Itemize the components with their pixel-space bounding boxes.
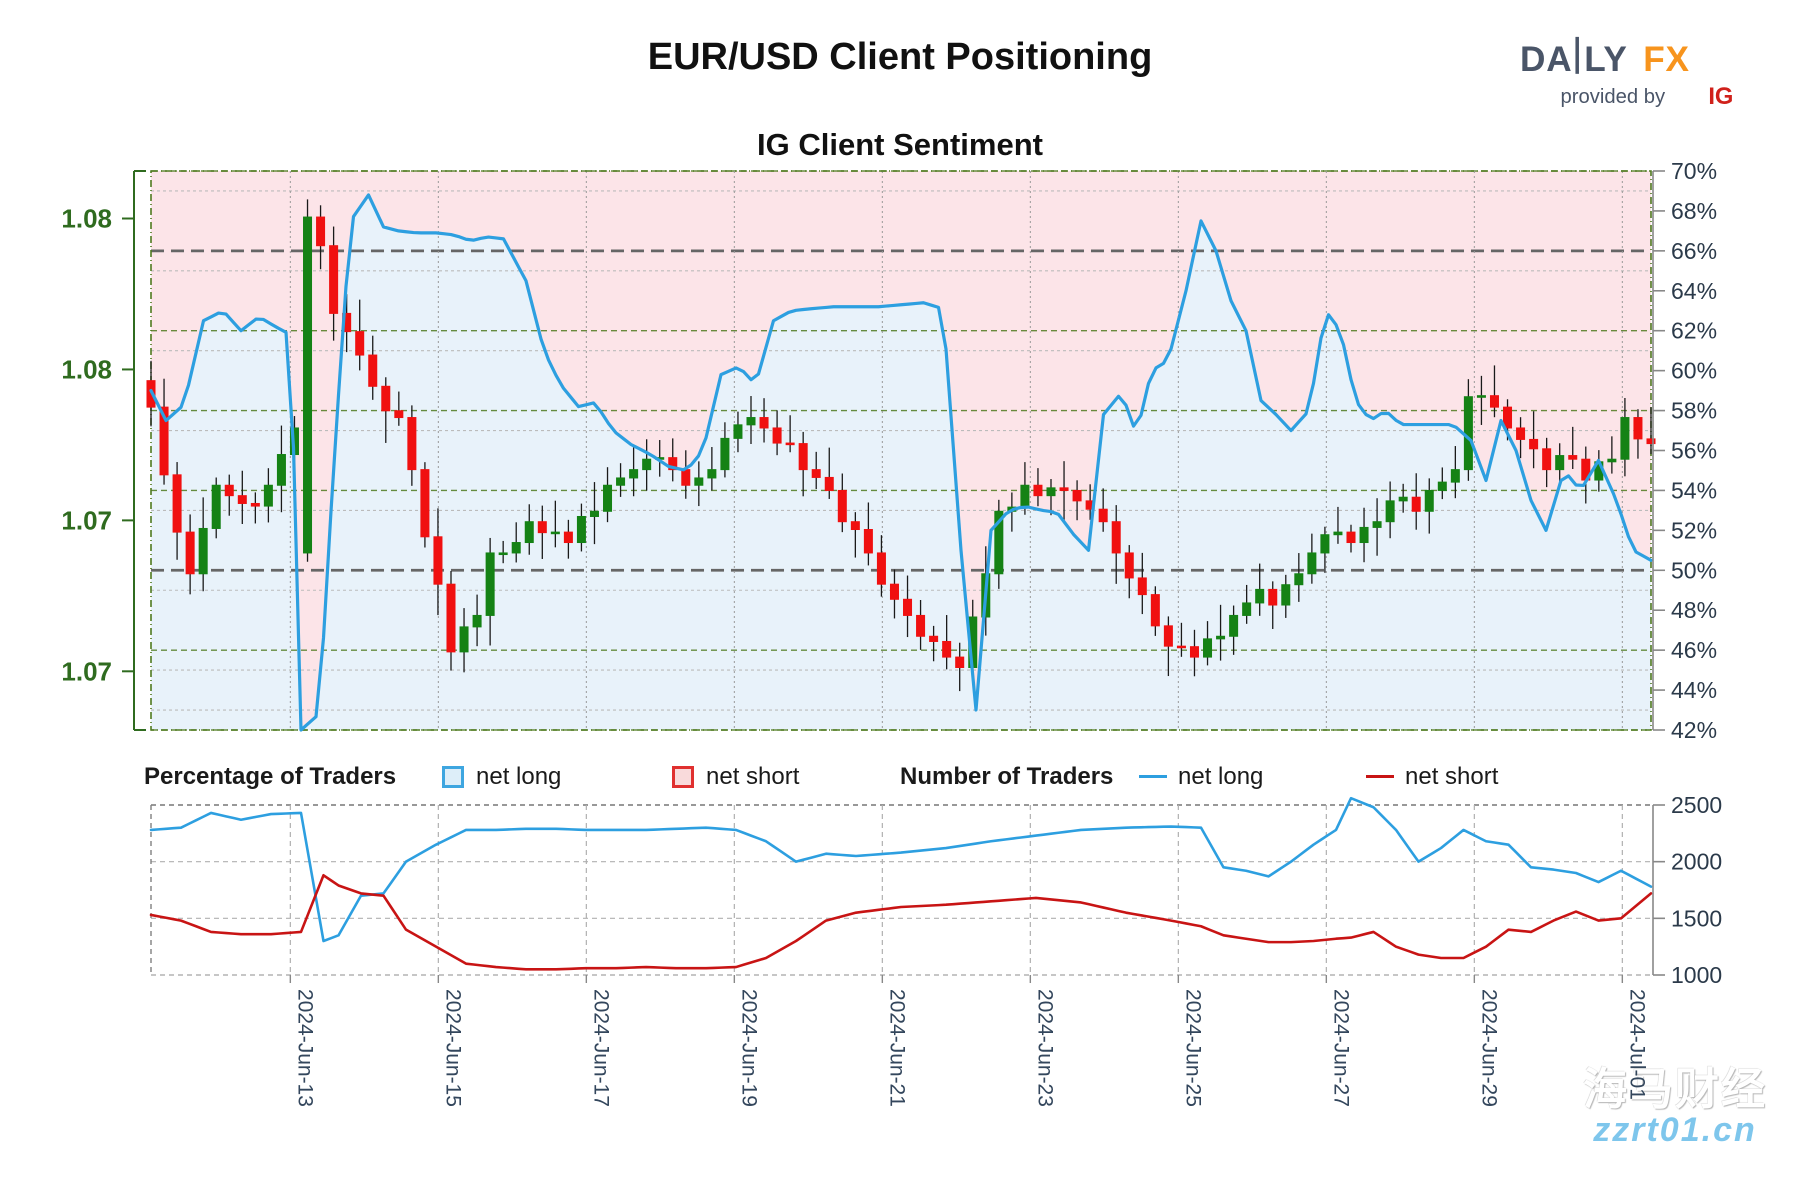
svg-text:2024-Jul-01: 2024-Jul-01 (1625, 989, 1648, 1100)
svg-text:2024-Jun-17: 2024-Jun-17 (589, 989, 612, 1107)
svg-text:2024-Jun-21: 2024-Jun-21 (885, 989, 908, 1107)
svg-text:2024-Jun-23: 2024-Jun-23 (1033, 989, 1056, 1107)
svg-text:2024-Jun-15: 2024-Jun-15 (441, 989, 464, 1107)
svg-text:2024-Jun-19: 2024-Jun-19 (737, 989, 760, 1107)
svg-text:2024-Jun-29: 2024-Jun-29 (1477, 989, 1500, 1107)
svg-text:2024-Jun-13: 2024-Jun-13 (293, 989, 316, 1107)
svg-text:2024-Jun-25: 2024-Jun-25 (1181, 989, 1204, 1107)
svg-text:2024-Jun-27: 2024-Jun-27 (1329, 989, 1352, 1107)
